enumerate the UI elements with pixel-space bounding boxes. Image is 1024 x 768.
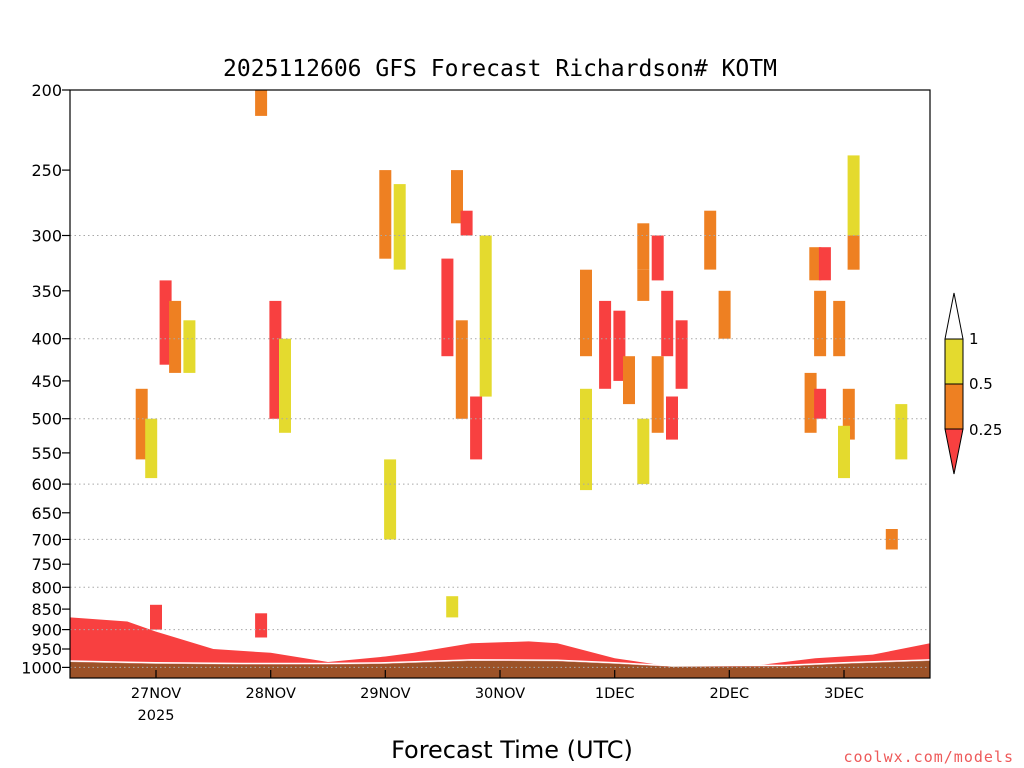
stability-patch <box>183 320 196 373</box>
stability-patch <box>675 320 688 389</box>
y-tick-label: 700 <box>31 530 62 549</box>
stability-patch <box>150 604 162 630</box>
y-tick-label: 800 <box>31 578 62 597</box>
stability-patch <box>804 372 817 433</box>
stability-patch <box>135 388 148 460</box>
stability-patch <box>895 404 908 460</box>
x-tick-label: 28NOV <box>246 686 296 702</box>
stability-patch <box>718 290 731 339</box>
stability-patch <box>623 356 635 405</box>
stability-patch <box>279 338 291 433</box>
y-tick-label: 650 <box>31 504 62 523</box>
stability-patch <box>651 235 664 281</box>
y-tick-label: 750 <box>31 555 62 574</box>
stability-patch <box>833 300 846 357</box>
plot-area <box>69 89 931 679</box>
plot-frame <box>69 89 931 679</box>
x-tick-label: 3DEC <box>824 686 864 702</box>
stability-patch <box>814 388 827 419</box>
x-tick-label: 1DEC <box>595 686 635 702</box>
y-tick-label: 950 <box>31 640 62 659</box>
y-tick-label: 300 <box>31 227 62 246</box>
stability-patch <box>885 529 898 550</box>
colorbar-top-arrow <box>944 292 964 340</box>
x-axis-label: Forecast Time (UTC) <box>391 736 633 764</box>
credit-text: coolwx.com/models <box>843 748 1014 766</box>
colorbar-label: 0.25 <box>969 421 1002 439</box>
y-tick-label: 850 <box>31 600 62 619</box>
y-tick-label: 1000 <box>21 658 62 677</box>
colorbar-orange-bin <box>944 383 964 430</box>
stability-patch <box>599 300 612 389</box>
stability-patch <box>637 418 650 485</box>
stability-patch <box>255 90 268 116</box>
stability-patch <box>818 247 831 281</box>
stability-patch <box>479 235 492 397</box>
y-tick-label: 600 <box>31 475 62 494</box>
stability-patch <box>704 210 717 270</box>
stability-patch <box>661 290 674 357</box>
stability-patch <box>384 459 397 540</box>
colorbar-bottom-arrow <box>944 428 964 475</box>
colorbar-yellow-bin <box>944 338 964 385</box>
stability-patch <box>269 300 282 419</box>
stability-patch <box>613 310 626 381</box>
colorbar-legend: 1 0.5 0.25 <box>944 292 1002 475</box>
stability-patch <box>255 613 268 638</box>
stability-patch <box>838 425 850 479</box>
x-tick-label: 30NOV <box>475 686 525 702</box>
stability-patch <box>637 269 650 301</box>
stability-patch <box>446 596 459 618</box>
y-tick-label: 400 <box>31 330 62 349</box>
stability-patch <box>169 300 182 373</box>
y-tick-label: 900 <box>31 621 62 640</box>
x-tick-label: 2DEC <box>709 686 749 702</box>
y-tick-label: 550 <box>31 444 62 463</box>
x-tick-label: 29NOV <box>360 686 410 702</box>
y-tick-label: 500 <box>31 410 62 429</box>
stability-patch <box>441 258 454 357</box>
y-axis: 200 250 300 350 400 450 500 550 600 650 700 750 800 8… <box>21 81 70 677</box>
stability-patch <box>460 210 473 236</box>
stability-patch <box>580 269 592 357</box>
y-tick-label: 250 <box>31 161 62 180</box>
ground-area <box>70 660 930 678</box>
stability-patch <box>470 396 483 460</box>
stability-patch <box>847 155 860 236</box>
x-tick-label: 27NOV <box>131 686 181 702</box>
surface-line <box>70 659 930 667</box>
boundary-layer-area <box>70 617 930 667</box>
stability-patch <box>451 170 463 224</box>
stability-patch <box>393 184 406 270</box>
colorbar-label: 1 <box>969 330 979 348</box>
stability-patch <box>159 280 172 365</box>
stability-patch <box>637 223 650 270</box>
chart-title: 2025112606 GFS Forecast Richardson# KOTM <box>223 56 777 82</box>
stability-patch <box>809 247 822 281</box>
stability-patch <box>145 418 158 479</box>
stability-patch <box>455 320 468 419</box>
y-tick-label: 200 <box>31 81 62 100</box>
y-tick-label: 450 <box>31 372 62 391</box>
stability-patch <box>847 235 860 270</box>
x-axis: 27NOV 2025 28NOV 29NOV 30NOV 1DEC 2DEC 3DEC <box>131 670 864 724</box>
y-tick-label: 350 <box>31 282 62 301</box>
stability-patch <box>580 388 592 491</box>
stability-patch <box>814 290 827 357</box>
stability-patch <box>666 396 678 440</box>
stability-patch <box>651 356 664 433</box>
x-tick-sublabel: 2025 <box>138 708 175 724</box>
colorbar-label: 0.5 <box>969 375 993 393</box>
stability-patch <box>379 170 392 259</box>
